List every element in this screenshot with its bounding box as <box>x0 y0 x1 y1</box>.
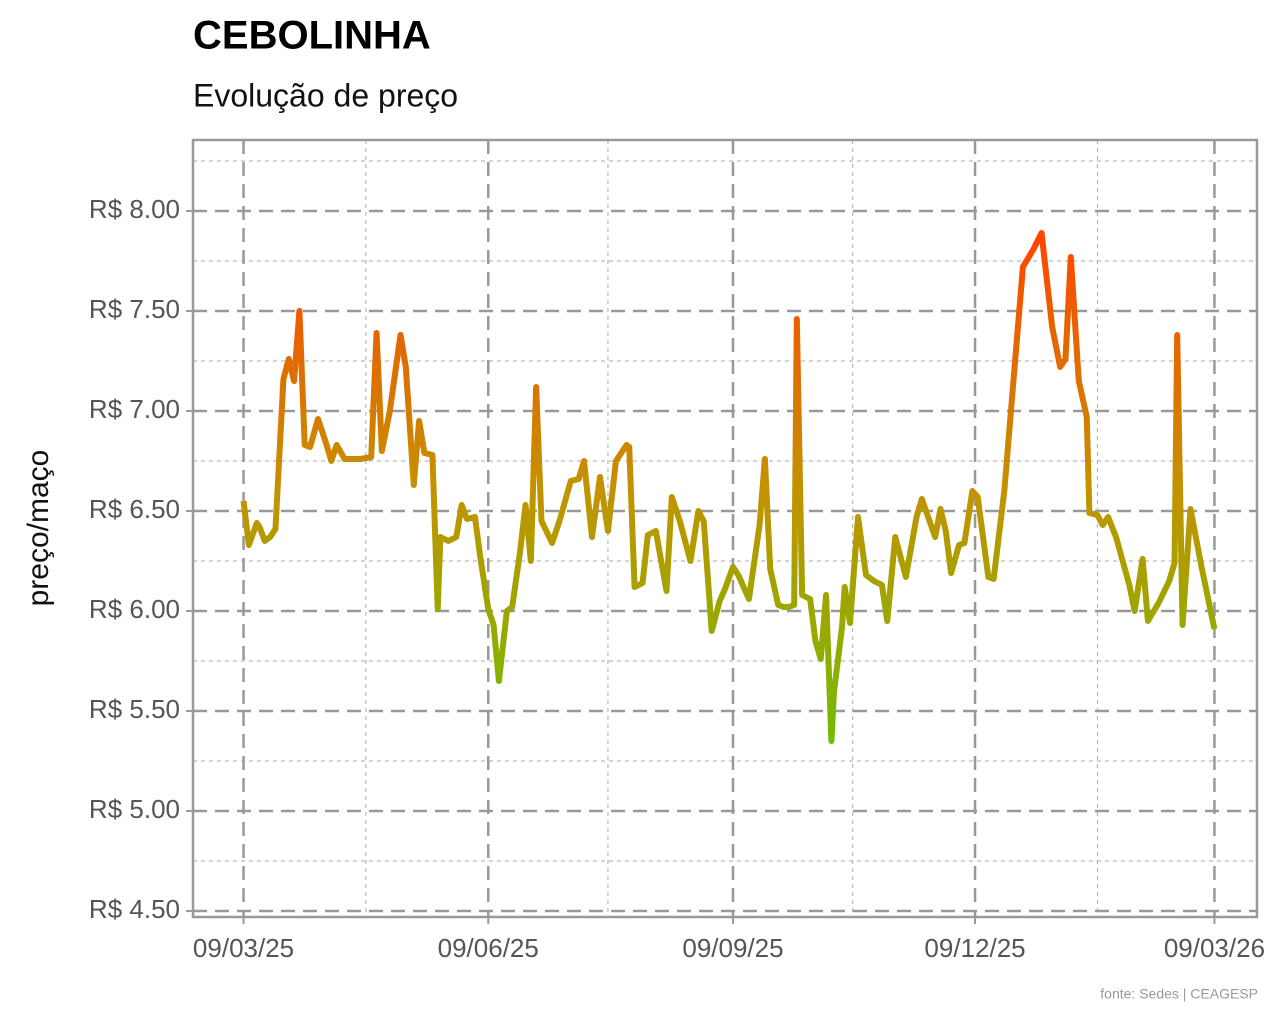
plot-border <box>191 138 1259 919</box>
y-tick-label: R$ 5.50 <box>89 694 180 724</box>
y-tick-label: R$ 7.50 <box>89 294 180 324</box>
x-tick-label: 09/12/25 <box>924 933 1025 963</box>
x-tick-label: 09/06/25 <box>438 933 539 963</box>
x-tick-label: 09/03/26 <box>1164 933 1265 963</box>
chart-title: CEBOLINHA <box>193 14 431 58</box>
x-tick-label: 09/09/25 <box>682 933 783 963</box>
y-tick-label: R$ 6.00 <box>89 594 180 624</box>
y-tick-label: R$ 5.00 <box>89 794 180 824</box>
y-axis-label: preço/maço <box>22 450 55 607</box>
source: fonte: Sedes | CEAGESP <box>1100 986 1258 1002</box>
y-tick-label: R$ 4.50 <box>89 894 180 924</box>
chart-subtitle: Evolução de preço <box>193 77 458 113</box>
price-line <box>240 230 1218 744</box>
y-tick-label: R$ 8.00 <box>89 194 180 224</box>
y-tick-label: R$ 7.00 <box>89 394 180 424</box>
y-tick-label: R$ 6.50 <box>89 494 180 524</box>
x-tick-label: 09/03/25 <box>193 933 294 963</box>
